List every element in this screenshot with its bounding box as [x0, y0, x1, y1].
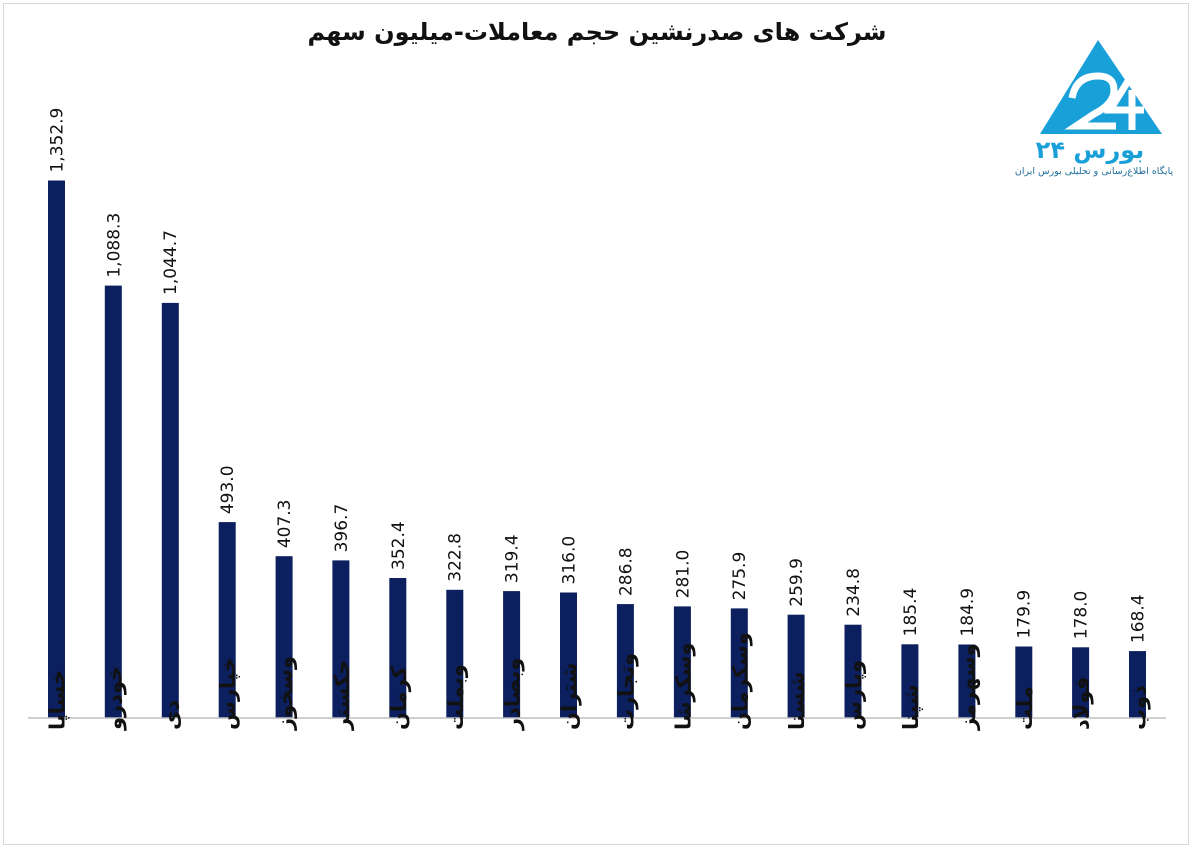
bar [1072, 647, 1090, 718]
data-label: 168.4 [1129, 594, 1149, 643]
category-label: شتران [558, 663, 582, 730]
category-label: وتجارت [614, 653, 638, 730]
category-label: خساپا [45, 670, 69, 730]
logo-numeral-2 [1064, 72, 1118, 130]
category-label: ذوب [1127, 685, 1151, 730]
category-label: وسکرمان [728, 632, 752, 730]
category-label: وسخوز [273, 656, 297, 731]
logo-tagline: پایگاه اطلاع‌رسانی و تحلیلی بورس ایران [1014, 166, 1174, 177]
data-label: 185.4 [901, 588, 921, 637]
category-label: فولاد [1070, 677, 1094, 730]
data-label: 234.8 [844, 568, 864, 617]
category-label: وپارس [842, 660, 866, 730]
category-label: وبملت [444, 664, 468, 730]
data-label: 178.0 [1072, 591, 1092, 640]
category-label: کرمان [387, 665, 411, 730]
data-label: 184.9 [958, 588, 978, 637]
data-label: 407.3 [275, 500, 295, 549]
bar [332, 560, 350, 718]
data-label: 286.8 [616, 547, 636, 596]
data-label: 1,044.7 [161, 230, 181, 295]
bar [389, 578, 407, 718]
data-label: 179.9 [1015, 590, 1035, 639]
bar [503, 591, 521, 718]
logo-numeral-4 [1103, 76, 1144, 130]
bar [901, 644, 919, 718]
data-label: 352.4 [389, 521, 409, 570]
category-label: دی [159, 700, 183, 730]
category-label: خودرو [102, 666, 126, 731]
bar [787, 614, 805, 718]
bar [844, 624, 862, 718]
bar [616, 604, 634, 718]
bar [1129, 651, 1146, 718]
bourse24-logo [1040, 40, 1162, 134]
data-label: 281.0 [673, 550, 693, 599]
bar [673, 606, 691, 718]
category-label: خپارس [216, 657, 240, 730]
bar [48, 180, 65, 718]
bar [730, 608, 748, 718]
category-label: شپنا [899, 684, 923, 730]
bar [560, 592, 577, 718]
logo-wordmark: بورس ۲۴ [1035, 136, 1145, 164]
logo-triangle [1040, 40, 1162, 134]
bar [161, 302, 179, 718]
category-label: وبصادر [501, 658, 525, 731]
data-label: 322.8 [446, 533, 466, 582]
category-label: شستا [785, 672, 809, 730]
bar [1015, 646, 1033, 718]
data-label: 493.0 [218, 465, 238, 514]
bar [275, 556, 293, 718]
bar [446, 589, 464, 718]
bar [104, 285, 122, 718]
data-label: 1,352.9 [47, 108, 67, 173]
data-label: 275.9 [730, 552, 750, 601]
data-label: 319.4 [503, 534, 523, 583]
chart-frame [3, 3, 1189, 845]
category-label: وسکرشا [671, 642, 695, 730]
data-label: 1,088.3 [104, 213, 124, 278]
data-label: 259.9 [787, 558, 807, 607]
category-label: وسهرمز [956, 643, 980, 731]
data-label: 396.7 [332, 504, 352, 553]
chart-title: شرکت های صدرنشین حجم معاملات-میلیون سهم [307, 18, 887, 46]
bar [218, 522, 236, 718]
bar [958, 644, 976, 718]
category-label: ملت [1013, 686, 1037, 730]
category-label: حکستر [330, 660, 354, 731]
data-label: 316.0 [560, 536, 580, 585]
